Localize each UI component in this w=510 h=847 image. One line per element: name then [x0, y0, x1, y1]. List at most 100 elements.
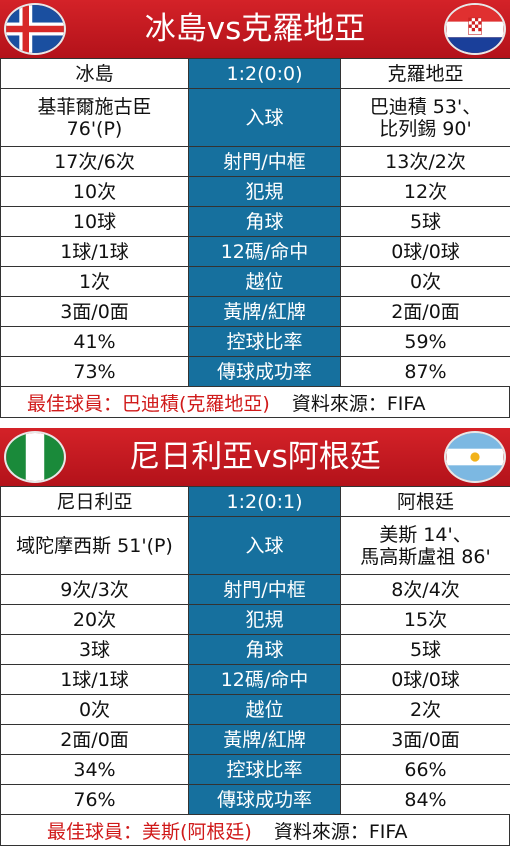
match-stats-table: 冰島 1:2(0:0) 克羅地亞 基菲爾施古臣 76'(P) 入球 巴迪積 53…	[0, 58, 510, 387]
away-value: 0球/0球	[340, 664, 510, 695]
away-value: 2面/0面	[340, 296, 510, 327]
stat-row-fouls: 10次 犯規 12次	[0, 176, 510, 207]
best-player: 最佳球員：巴迪積(克羅地亞)	[27, 392, 270, 415]
stat-row-penalties: 1球/1球 12碼/命中 0球/0球	[0, 664, 510, 695]
away-goals-line: 馬高斯盧祖 86'	[360, 545, 491, 568]
home-goals-line: 基菲爾施古臣	[37, 95, 152, 118]
home-team-name: 冰島	[0, 58, 189, 89]
away-goals-line: 比列錫 90'	[379, 117, 472, 140]
away-goals: 美斯 14'、 馬高斯盧祖 86'	[340, 516, 510, 575]
stat-label: 12碼/命中	[188, 664, 341, 695]
away-team-name: 克羅地亞	[340, 58, 510, 89]
nigeria-flag-icon	[4, 431, 66, 483]
match-footer: 最佳球員：巴迪積(克羅地亞) 資料來源：FIFA	[0, 387, 510, 418]
stat-label: 犯規	[188, 176, 341, 207]
away-value: 5球	[340, 634, 510, 665]
away-goals-line: 巴迪積 53'、	[369, 95, 482, 118]
stat-label: 角球	[188, 634, 341, 665]
home-goals: 域陀摩西斯 51'(P)	[0, 516, 189, 575]
away-value: 3面/0面	[340, 724, 510, 755]
home-value: 3面/0面	[0, 296, 189, 327]
away-value: 66%	[340, 754, 510, 785]
away-value: 84%	[340, 784, 510, 815]
stat-row-passing: 73% 傳球成功率 87%	[0, 356, 510, 387]
home-team-name: 尼日利亞	[0, 486, 189, 517]
home-value: 1球/1球	[0, 664, 189, 695]
match-stats-table: 尼日利亞 1:2(0:1) 阿根廷 域陀摩西斯 51'(P) 入球 美斯 14'…	[0, 486, 510, 815]
stat-row-shots: 9次/3次 射門/中框 8次/4次	[0, 574, 510, 605]
stat-row-passing: 76% 傳球成功率 84%	[0, 784, 510, 815]
stat-row-corners: 3球 角球 5球	[0, 634, 510, 665]
stat-row-cards: 2面/0面 黃牌/紅牌 3面/0面	[0, 724, 510, 755]
stat-label: 黃牌/紅牌	[188, 296, 341, 327]
away-value: 59%	[340, 326, 510, 357]
match-card-iceland-croatia: 冰島vs克羅地亞	[0, 0, 510, 418]
home-value: 17次/6次	[0, 146, 189, 177]
home-value: 76%	[0, 784, 189, 815]
score: 1:2(0:0)	[188, 58, 341, 89]
home-value: 10次	[0, 176, 189, 207]
match-card-nigeria-argentina: 尼日利亞vs阿根廷 尼日利亞 1:2(0:1) 阿根廷 域陀摩西斯 51'(P)…	[0, 428, 510, 846]
match-title: 冰島vs克羅地亞	[144, 11, 366, 47]
away-value: 2次	[340, 694, 510, 725]
home-goals-line: 域陀摩西斯 51'(P)	[16, 534, 173, 557]
stat-row-possession: 41% 控球比率 59%	[0, 326, 510, 357]
goals-row: 基菲爾施古臣 76'(P) 入球 巴迪積 53'、 比列錫 90'	[0, 88, 510, 147]
stat-label: 犯規	[188, 604, 341, 635]
score: 1:2(0:1)	[188, 486, 341, 517]
data-source: 資料來源：FIFA	[291, 392, 426, 415]
data-source: 資料來源：FIFA	[273, 820, 408, 843]
home-value: 10球	[0, 206, 189, 237]
match-title-bar: 尼日利亞vs阿根廷	[0, 428, 510, 486]
match-title-bar: 冰島vs克羅地亞	[0, 0, 510, 58]
away-value: 0球/0球	[340, 236, 510, 267]
home-value: 3球	[0, 634, 189, 665]
team-header-row: 冰島 1:2(0:0) 克羅地亞	[0, 58, 510, 89]
away-goals-line: 美斯 14'、	[379, 523, 472, 546]
stat-label: 越位	[188, 694, 341, 725]
away-value: 5球	[340, 206, 510, 237]
stat-label: 黃牌/紅牌	[188, 724, 341, 755]
away-value: 8次/4次	[340, 574, 510, 605]
away-goals: 巴迪積 53'、 比列錫 90'	[340, 88, 510, 147]
stat-row-penalties: 1球/1球 12碼/命中 0球/0球	[0, 236, 510, 267]
stat-row-cards: 3面/0面 黃牌/紅牌 2面/0面	[0, 296, 510, 327]
stat-row-shots: 17次/6次 射門/中框 13次/2次	[0, 146, 510, 177]
stat-label: 12碼/命中	[188, 236, 341, 267]
team-header-row: 尼日利亞 1:2(0:1) 阿根廷	[0, 486, 510, 517]
best-player: 最佳球員：美斯(阿根廷)	[47, 820, 252, 843]
croatia-flag-icon	[444, 3, 506, 55]
home-goals: 基菲爾施古臣 76'(P)	[0, 88, 189, 147]
stat-label: 傳球成功率	[188, 356, 341, 387]
stat-row-possession: 34% 控球比率 66%	[0, 754, 510, 785]
home-value: 1球/1球	[0, 236, 189, 267]
stat-label: 射門/中框	[188, 146, 341, 177]
away-value: 15次	[340, 604, 510, 635]
home-value: 9次/3次	[0, 574, 189, 605]
stat-label: 控球比率	[188, 754, 341, 785]
away-value: 13次/2次	[340, 146, 510, 177]
stat-label: 傳球成功率	[188, 784, 341, 815]
stat-label: 控球比率	[188, 326, 341, 357]
away-value: 87%	[340, 356, 510, 387]
stat-row-offside: 0次 越位 2次	[0, 694, 510, 725]
home-value: 34%	[0, 754, 189, 785]
home-value: 41%	[0, 326, 189, 357]
home-value: 0次	[0, 694, 189, 725]
stat-row-corners: 10球 角球 5球	[0, 206, 510, 237]
goals-label: 入球	[188, 88, 341, 147]
match-title: 尼日利亞vs阿根廷	[129, 439, 381, 475]
argentina-flag-icon	[444, 431, 506, 483]
home-value: 1次	[0, 266, 189, 297]
iceland-flag-icon	[4, 3, 66, 55]
away-team-name: 阿根廷	[340, 486, 510, 517]
stat-label: 角球	[188, 206, 341, 237]
goals-label: 入球	[188, 516, 341, 575]
home-goals-line: 76'(P)	[66, 117, 123, 140]
goals-row: 域陀摩西斯 51'(P) 入球 美斯 14'、 馬高斯盧祖 86'	[0, 516, 510, 575]
stat-label: 射門/中框	[188, 574, 341, 605]
stat-label: 越位	[188, 266, 341, 297]
home-value: 73%	[0, 356, 189, 387]
match-footer: 最佳球員：美斯(阿根廷) 資料來源：FIFA	[0, 815, 510, 846]
home-value: 20次	[0, 604, 189, 635]
